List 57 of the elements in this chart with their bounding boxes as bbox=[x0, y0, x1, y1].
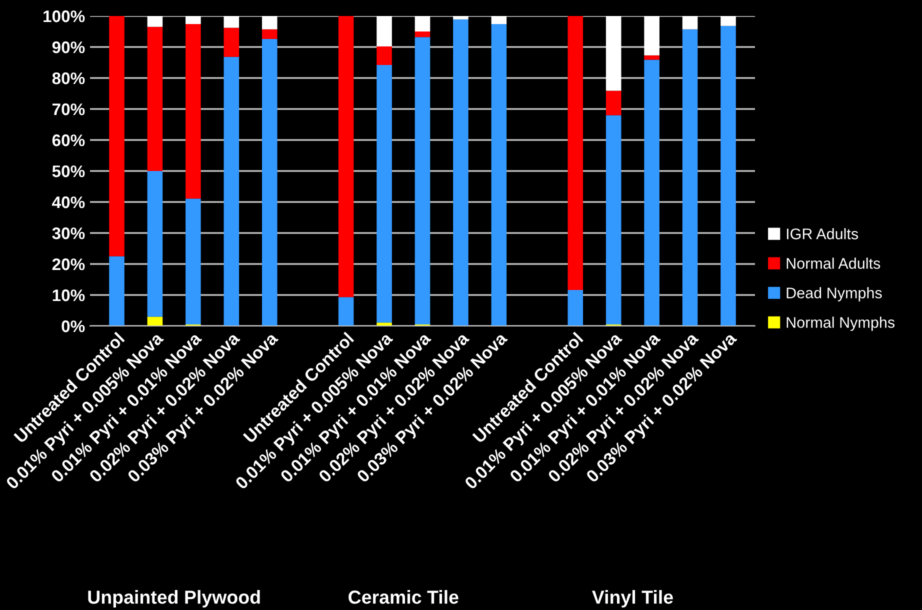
bar bbox=[109, 256, 124, 326]
y-tick-label: 30% bbox=[52, 227, 85, 240]
y-tick-label: 50% bbox=[52, 165, 85, 178]
y-tick-label: 10% bbox=[52, 289, 85, 302]
bar bbox=[186, 24, 201, 199]
bar bbox=[606, 16, 622, 91]
bar bbox=[186, 198, 201, 324]
bar bbox=[224, 16, 240, 28]
bar bbox=[414, 32, 430, 38]
bar bbox=[644, 60, 660, 326]
bar bbox=[109, 16, 124, 256]
bar bbox=[224, 56, 240, 326]
text: Unpainted Plywood bbox=[88, 590, 260, 608]
y-tick-label: 20% bbox=[52, 258, 85, 270]
legend-label: Dead Nymphs bbox=[786, 287, 882, 302]
y-tick-label: 40% bbox=[52, 196, 85, 208]
bar bbox=[147, 16, 163, 27]
y-tick-label: 0% bbox=[62, 320, 85, 332]
bar bbox=[682, 29, 698, 326]
bar bbox=[453, 16, 468, 20]
legend-label: Normal Adults bbox=[786, 258, 880, 269]
y-tick-label: 60% bbox=[52, 134, 85, 146]
bar bbox=[262, 16, 278, 30]
bar bbox=[414, 16, 430, 32]
bar bbox=[147, 316, 163, 326]
bar bbox=[262, 29, 278, 39]
bar bbox=[568, 290, 584, 326]
bar bbox=[376, 46, 392, 65]
text: Vinyl Tile bbox=[592, 590, 673, 608]
bar bbox=[376, 64, 392, 323]
bar bbox=[262, 38, 278, 326]
bar bbox=[644, 16, 660, 56]
bar bbox=[147, 26, 163, 171]
bar bbox=[376, 16, 392, 46]
y-tick-label: 90% bbox=[52, 41, 85, 54]
legend-label: IGR Adults bbox=[786, 228, 858, 240]
bar bbox=[720, 26, 736, 326]
bar bbox=[186, 16, 201, 24]
bar bbox=[720, 16, 736, 26]
y-tick-label: 100% bbox=[44, 10, 85, 22]
bar bbox=[224, 28, 240, 57]
bar bbox=[491, 24, 507, 326]
bar bbox=[644, 55, 660, 60]
bar bbox=[682, 16, 698, 30]
bar bbox=[606, 90, 622, 116]
y-tick-label: 80% bbox=[52, 72, 85, 84]
text: Ceramic Tile bbox=[348, 590, 458, 604]
bar bbox=[453, 19, 468, 326]
y-tick-label: 70% bbox=[52, 103, 85, 116]
legend-label: Normal Nymphs bbox=[786, 316, 895, 331]
bar bbox=[491, 16, 507, 24]
bar bbox=[568, 16, 584, 290]
bar bbox=[414, 37, 430, 324]
bar bbox=[147, 171, 163, 317]
bar bbox=[338, 16, 354, 298]
bar bbox=[338, 297, 354, 326]
bar bbox=[606, 115, 622, 324]
